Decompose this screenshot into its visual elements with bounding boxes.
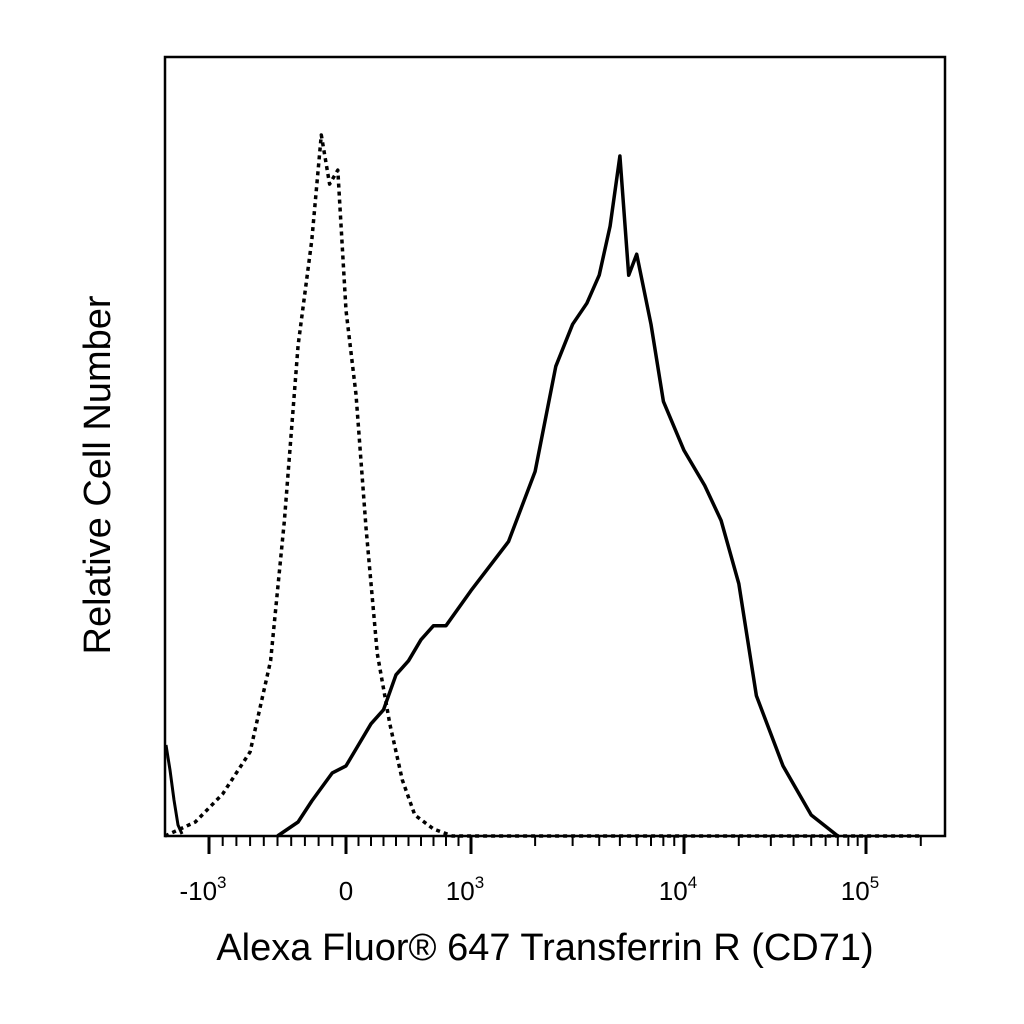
x-tick-label: 0: [339, 876, 353, 906]
series-layer: [164, 133, 921, 838]
x-tick-label: -103: [179, 873, 226, 906]
left-edge-spike: [164, 744, 184, 835]
control-histogram-line: [164, 133, 921, 838]
x-axis-ticks: [207, 836, 922, 854]
y-axis-title: Relative Cell Number: [77, 295, 119, 654]
x-tick-label: 105: [841, 873, 879, 906]
x-tick-label: 103: [446, 873, 484, 906]
x-tick-label: 104: [659, 873, 697, 906]
plot-frame: [163, 55, 947, 838]
x-axis-tick-labels: -103 0 103 104 105: [179, 873, 879, 906]
stained-histogram-line: [276, 154, 839, 838]
x-axis-title: Alexa Fluor® 647 Transferrin R (CD71): [216, 927, 873, 969]
